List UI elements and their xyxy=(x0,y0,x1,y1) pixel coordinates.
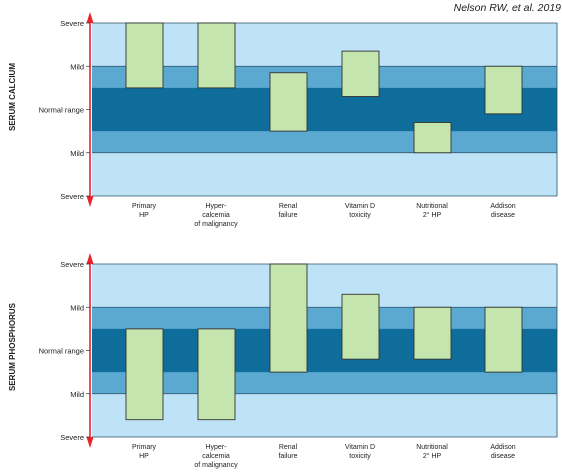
range-bar xyxy=(484,65,523,115)
range-bar xyxy=(125,22,164,89)
range-bar xyxy=(341,50,380,97)
level-label: Severe xyxy=(60,260,84,269)
panel-serum-calcium: Severe Mild Normal range Mild Severe SERUM CA… xyxy=(8,12,558,228)
category-label-line: calcemia xyxy=(202,212,230,219)
category-label-line: of malignancy xyxy=(194,221,238,228)
credit-text: Nelson RW, et al. 2019 xyxy=(454,2,562,14)
category-label-line: failure xyxy=(278,212,297,219)
range-bar xyxy=(413,122,452,154)
axis-arrow-up xyxy=(86,12,94,23)
category-label-line: Renal xyxy=(279,203,298,210)
level-label: Normal range xyxy=(39,347,84,356)
y-axis-label: SERUM PHOSPHORUS xyxy=(8,302,17,391)
range-bar xyxy=(269,72,308,132)
category-label-line: Primary xyxy=(132,203,157,210)
category-label-line: Nutritional xyxy=(416,203,448,210)
category-label-line: toxicity xyxy=(349,212,371,219)
category-label-line: failure xyxy=(278,453,297,460)
category-label: Renal failure xyxy=(278,203,297,219)
range-bar xyxy=(197,328,236,421)
category-label: Primary HP xyxy=(132,203,157,219)
category-label-line: HP xyxy=(139,212,149,219)
category-label: Addison disease xyxy=(490,444,515,460)
level-label: Severe xyxy=(60,192,84,201)
category-label: Vitamin D toxicity xyxy=(345,203,375,219)
level-label: Severe xyxy=(60,19,84,28)
category-label: Primary HP xyxy=(132,444,157,460)
level-label: Mild xyxy=(70,390,84,399)
category-label-line: disease xyxy=(491,212,515,219)
category-label: Nutritional 2° HP xyxy=(416,203,448,219)
range-bar xyxy=(484,306,523,373)
category-label-line: HP xyxy=(139,453,149,460)
range-bar xyxy=(125,328,164,421)
category-label-line: 2° HP xyxy=(423,452,442,460)
level-label: Mild xyxy=(70,303,84,312)
band-normal xyxy=(92,328,557,373)
category-label-line: Primary xyxy=(132,444,157,451)
category-label: Addison disease xyxy=(490,203,515,219)
category-label-line: Vitamin D xyxy=(345,203,375,210)
level-label: Mild xyxy=(70,62,84,71)
category-label-line: Renal xyxy=(279,444,298,451)
category-label-line: of malignancy xyxy=(194,462,238,469)
category-label-line: Addison xyxy=(490,444,515,451)
level-label: Normal range xyxy=(39,106,84,115)
category-label: Renal failure xyxy=(278,444,297,460)
range-bar xyxy=(269,263,308,373)
panel-serum-phosphorus: Severe Mild Normal range Mild Severe SERUM PH… xyxy=(8,253,558,469)
category-label-line: disease xyxy=(491,453,515,460)
level-label: Severe xyxy=(60,433,84,442)
axis-arrow-down xyxy=(86,437,94,448)
category-label: Nutritional 2° HP xyxy=(416,444,448,460)
level-label: Mild xyxy=(70,149,84,158)
category-label-line: calcemia xyxy=(202,453,230,460)
category-label-line: Hyper- xyxy=(205,203,227,210)
y-axis-label: SERUM CALCIUM xyxy=(8,63,17,131)
category-label-line: Hyper- xyxy=(205,444,227,451)
range-bar xyxy=(341,293,380,360)
category-label: Hyper-calcemia of malignancy xyxy=(194,444,238,469)
category-label-line: Vitamin D xyxy=(345,444,375,451)
category-label-line: Addison xyxy=(490,203,515,210)
axis-arrow-up xyxy=(86,253,94,264)
category-label-line: toxicity xyxy=(349,453,371,460)
category-label-line: Nutritional xyxy=(416,444,448,451)
category-label: Hyper-calcemia of malignancy xyxy=(194,203,238,228)
range-bar xyxy=(413,306,452,360)
category-label-line: 2° HP xyxy=(423,211,442,219)
band-normal xyxy=(92,87,557,132)
category-label: Vitamin D toxicity xyxy=(345,444,375,460)
range-bar xyxy=(197,22,236,89)
axis-arrow-down xyxy=(86,196,94,207)
